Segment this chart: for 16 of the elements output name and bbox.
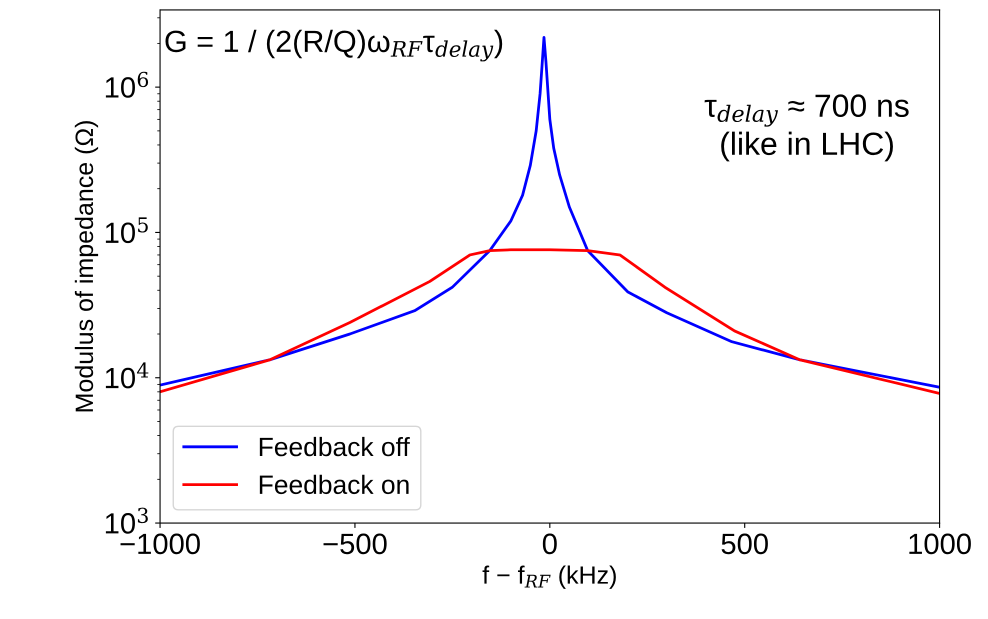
x-tick-label: −1000 [120,534,200,554]
x-axis-title: f − f$_{RF}$ (kHz) [482,566,616,589]
legend-label: Feedback on [260,474,409,494]
x-tick-label: 0 [542,534,557,554]
annotation: G = 1 / (2(R/Q)ω$_{RF}$τ$_{delay}$) [165,30,502,62]
y-tick-label: 10$^{4}$ [106,362,148,388]
x-tick-label: 500 [722,534,768,554]
legend-label: Feedback off [260,436,410,456]
y-tick-label: 10$^{5}$ [106,217,148,244]
x-tick-label: 1000 [909,534,971,554]
y-tick-label: 10$^{6}$ [106,72,148,98]
line-series [160,248,940,395]
y-axis-title: Modulus of impedance (Ω) [74,121,98,412]
x-tick-label: −500 [324,534,387,554]
y-tick-label: 10$^{3}$ [106,508,148,534]
annotation: τ$_{delay}$ ≈ 700 ns (like in LHC) [704,94,909,162]
